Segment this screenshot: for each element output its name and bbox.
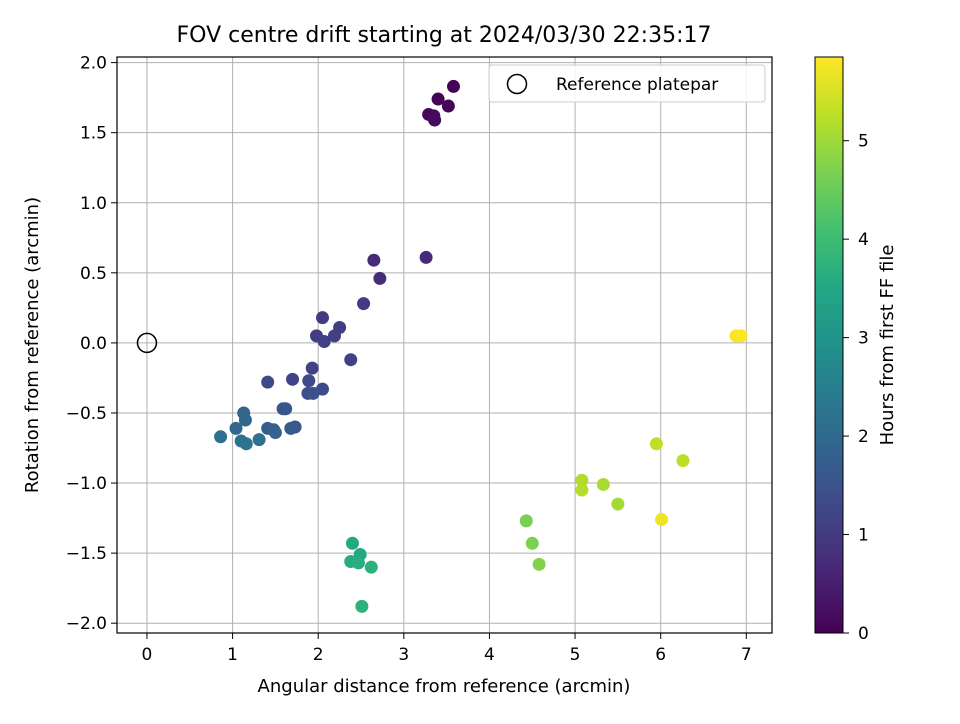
data-point (276, 402, 290, 416)
data-point (734, 329, 748, 343)
data-point (575, 473, 589, 487)
y-axis-label: Rotation from reference (arcmin) (22, 197, 43, 493)
data-point (229, 421, 243, 435)
data-point (214, 430, 228, 444)
x-tick-label: 5 (570, 645, 581, 665)
colorbar-tick-label: 2 (858, 427, 869, 447)
data-point (655, 512, 669, 526)
data-point (519, 514, 533, 528)
x-tick-label: 4 (484, 645, 495, 665)
x-axis-ticks: 0 1 2 3 4 5 6 7 (142, 633, 752, 665)
legend-label: Reference platepar (556, 75, 718, 95)
x-tick-label: 6 (655, 645, 666, 665)
data-point (596, 477, 610, 491)
data-point (302, 374, 316, 388)
legend-box (488, 64, 766, 103)
colorbar (814, 56, 844, 634)
data-point (446, 79, 460, 93)
data-point (441, 99, 455, 113)
colorbar-label: Hours from first FF file (877, 245, 898, 446)
data-point (305, 361, 319, 375)
data-points (214, 79, 748, 613)
legend-marker (506, 73, 528, 95)
data-point (261, 375, 275, 389)
data-point (575, 483, 589, 497)
data-point (428, 113, 442, 127)
x-tick-label: 7 (741, 645, 752, 665)
data-point (357, 297, 371, 311)
plot-frame (116, 56, 773, 634)
data-point (373, 271, 387, 285)
x-tick-label: 2 (313, 645, 324, 665)
y-tick-label: 1.5 (80, 124, 107, 144)
data-point (419, 250, 433, 264)
data-point (306, 386, 320, 400)
colorbar-ticks: 0 1 2 3 4 5 (843, 132, 869, 644)
data-point (532, 557, 546, 571)
x-tick-label: 0 (142, 645, 153, 665)
colorbar-tick-label: 4 (858, 230, 869, 250)
data-point (364, 560, 378, 574)
data-point (238, 413, 252, 427)
data-point (676, 454, 690, 468)
x-axis-label: Angular distance from reference (arcmin) (258, 676, 631, 697)
data-point (268, 426, 282, 440)
data-point (345, 536, 359, 550)
data-point (431, 92, 445, 106)
y-tick-label: 1.0 (80, 194, 107, 214)
y-axis-ticks: −2.0 −1.5 −1.0 −0.5 0.0 0.5 1.0 1.5 2.0 (66, 54, 117, 634)
data-point (355, 599, 369, 613)
colorbar-tick-label: 0 (858, 624, 869, 644)
data-point (649, 437, 663, 451)
data-point (611, 497, 625, 511)
x-tick-label: 1 (227, 645, 238, 665)
data-point (317, 334, 331, 348)
data-point (344, 353, 358, 367)
y-tick-label: 0.5 (80, 264, 107, 284)
y-tick-label: −1.5 (66, 544, 107, 564)
data-point (367, 253, 381, 267)
data-point (525, 536, 539, 550)
legend: Reference platepar (488, 64, 766, 103)
data-point (284, 421, 298, 435)
x-tick-label: 3 (398, 645, 409, 665)
data-point (315, 311, 329, 325)
colorbar-tick-label: 1 (858, 526, 869, 546)
colorbar-tick-label: 3 (858, 329, 869, 349)
y-tick-label: −1.0 (66, 474, 107, 494)
y-tick-label: 2.0 (80, 54, 107, 74)
y-tick-label: −2.0 (66, 614, 107, 634)
data-point (239, 437, 253, 451)
chart-title: FOV centre drift starting at 2024/03/30 … (177, 23, 712, 48)
data-point (252, 433, 266, 447)
data-point (351, 556, 365, 570)
data-point (286, 372, 300, 386)
data-point (327, 329, 341, 343)
y-tick-label: 0.0 (80, 334, 107, 354)
y-tick-label: −0.5 (66, 404, 107, 424)
reference-point (136, 332, 158, 354)
colorbar-tick-label: 5 (858, 132, 869, 152)
grid (117, 57, 772, 633)
